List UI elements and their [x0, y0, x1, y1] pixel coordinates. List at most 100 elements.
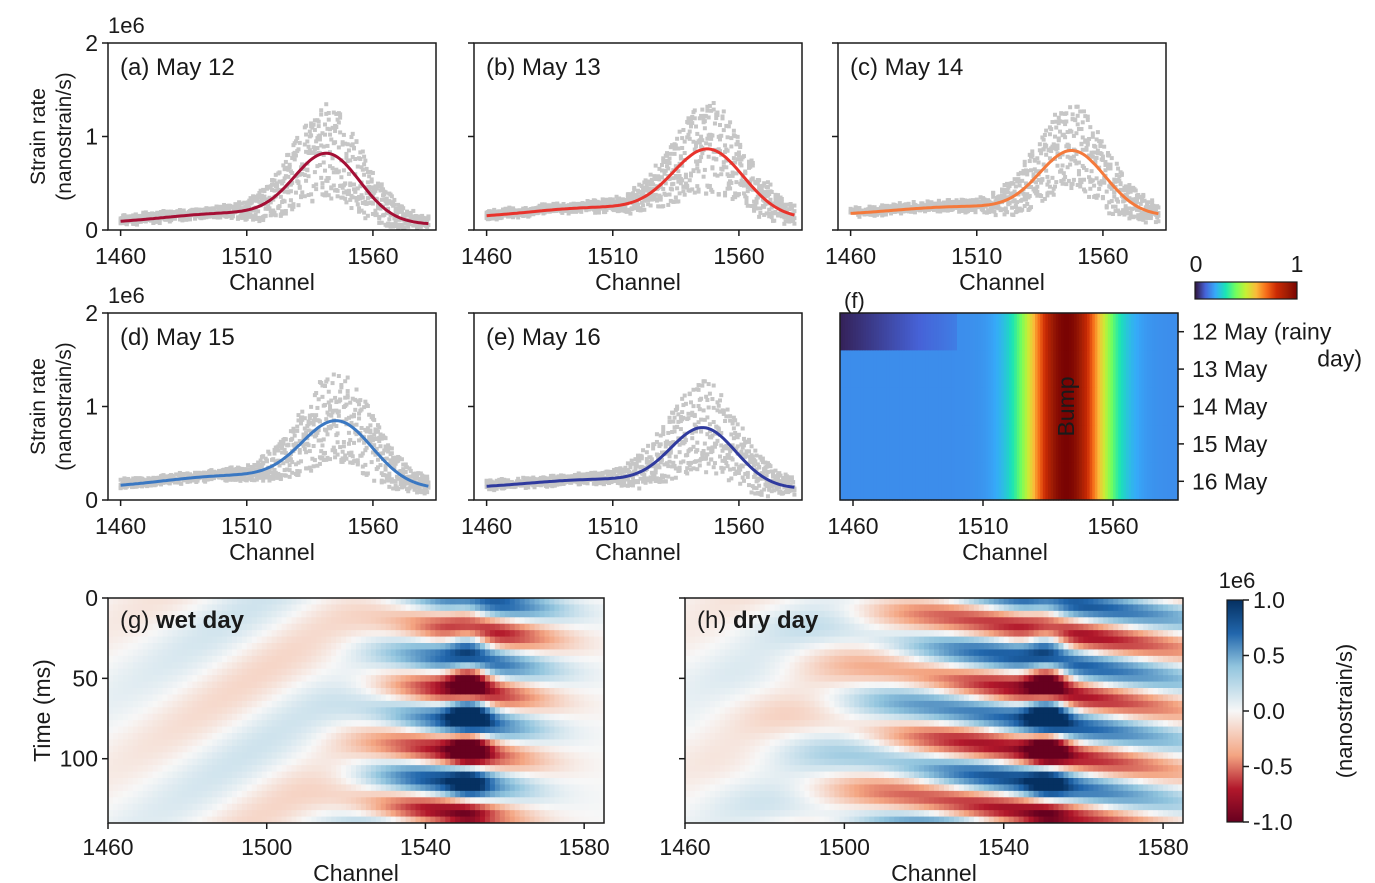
scatter-point	[399, 457, 404, 462]
scatter-point	[364, 445, 369, 450]
heatmap-cell	[855, 313, 859, 351]
scatter-point	[484, 478, 489, 483]
scatter-point	[148, 483, 153, 488]
scatter-point	[770, 472, 775, 477]
scatter-point	[1063, 122, 1068, 127]
scatter-point	[624, 200, 629, 205]
scatter-point	[696, 387, 701, 392]
scatter-point	[783, 202, 788, 207]
scatter-point	[295, 469, 300, 474]
scatter-point	[230, 468, 235, 473]
scatter-point	[718, 137, 722, 142]
scatter-point	[254, 198, 259, 203]
scatter-point	[642, 198, 647, 203]
scatter-point	[1036, 177, 1041, 182]
scatter-point	[757, 465, 762, 470]
scatter-point	[1153, 220, 1158, 225]
scatter-point	[657, 465, 662, 470]
scatter-point	[576, 201, 581, 206]
x-tick-label: 1460	[825, 243, 876, 269]
scatter-point	[625, 195, 630, 200]
scatter-point	[369, 434, 374, 439]
scatter-point	[668, 448, 673, 453]
scatter-point	[1075, 104, 1080, 109]
scatter-point	[320, 131, 325, 136]
scatter-point	[339, 183, 344, 188]
scatter-point	[1099, 179, 1104, 184]
scatter-point	[699, 134, 704, 139]
scatter-point	[875, 207, 880, 212]
scatter-point	[667, 176, 672, 181]
scatter-point	[692, 413, 697, 418]
scatter-point	[1039, 151, 1044, 156]
scatter-point	[406, 481, 411, 486]
scatter-point	[668, 151, 673, 156]
scatter-point	[1071, 177, 1076, 182]
scatter-point	[360, 451, 365, 456]
scatter-point	[1035, 193, 1040, 198]
scatter-point	[340, 195, 345, 200]
scatter-point	[1148, 216, 1153, 221]
scatter-point	[335, 452, 340, 457]
scatter-point	[1020, 197, 1025, 202]
scatter-point	[280, 181, 285, 186]
scatter-point	[382, 197, 387, 202]
scatter-point	[641, 187, 646, 192]
scatter-point	[277, 170, 282, 175]
scatter-point	[736, 471, 741, 476]
scatter-point	[340, 449, 345, 454]
scatter-point	[637, 190, 642, 195]
scatter-point	[738, 142, 743, 147]
scatter-point	[322, 122, 327, 127]
scatter-point	[648, 460, 653, 465]
scatter-point	[1083, 114, 1088, 119]
scatter-point	[721, 408, 726, 413]
scatter-point	[673, 454, 678, 459]
scatter-point	[343, 453, 348, 458]
scatter-point	[314, 139, 319, 144]
scatter-point	[1128, 189, 1133, 194]
scatter-point	[663, 444, 668, 449]
scatter-point	[892, 210, 897, 215]
fit-curve	[120, 419, 429, 488]
scatter-point	[605, 199, 610, 204]
scatter-point	[935, 209, 940, 214]
scatter-point	[1104, 189, 1109, 194]
scatter-point	[687, 392, 692, 397]
scatter-point	[199, 216, 204, 221]
scatter-point	[1095, 151, 1100, 156]
y-tick-label: 0	[85, 217, 98, 243]
scatter-point	[295, 424, 300, 429]
scatter-point	[735, 435, 740, 440]
scatter-point	[333, 140, 338, 145]
scatter-point	[296, 460, 301, 465]
scatter-point	[330, 381, 335, 386]
scatter-point	[1083, 138, 1088, 143]
scatter-point	[634, 192, 639, 197]
scatter-point	[421, 474, 426, 479]
scatter-point	[1044, 143, 1049, 148]
scatter-point	[1092, 150, 1097, 155]
scatter-point	[695, 162, 700, 167]
scatter-point	[853, 205, 858, 210]
scatter-point	[634, 464, 639, 469]
scatter-point	[1034, 180, 1039, 185]
scatter-point	[1088, 186, 1093, 191]
scatter-point	[375, 465, 380, 470]
scatter-point	[710, 189, 715, 194]
scatter-point	[615, 480, 620, 485]
scatter-point	[692, 116, 697, 121]
scatter-point	[350, 195, 355, 200]
scatter-point	[153, 482, 158, 487]
scatter-point	[779, 479, 784, 484]
scatter-point	[973, 210, 978, 215]
scatter-point	[325, 377, 330, 382]
scatter-point	[1076, 172, 1081, 177]
scatter-point	[393, 461, 398, 466]
scatter-point	[384, 473, 389, 478]
scatter-point	[1044, 168, 1049, 173]
scatter-point	[747, 449, 752, 454]
scatter-point	[680, 145, 685, 150]
scatter-point	[728, 418, 733, 423]
scatter-point	[359, 193, 364, 198]
